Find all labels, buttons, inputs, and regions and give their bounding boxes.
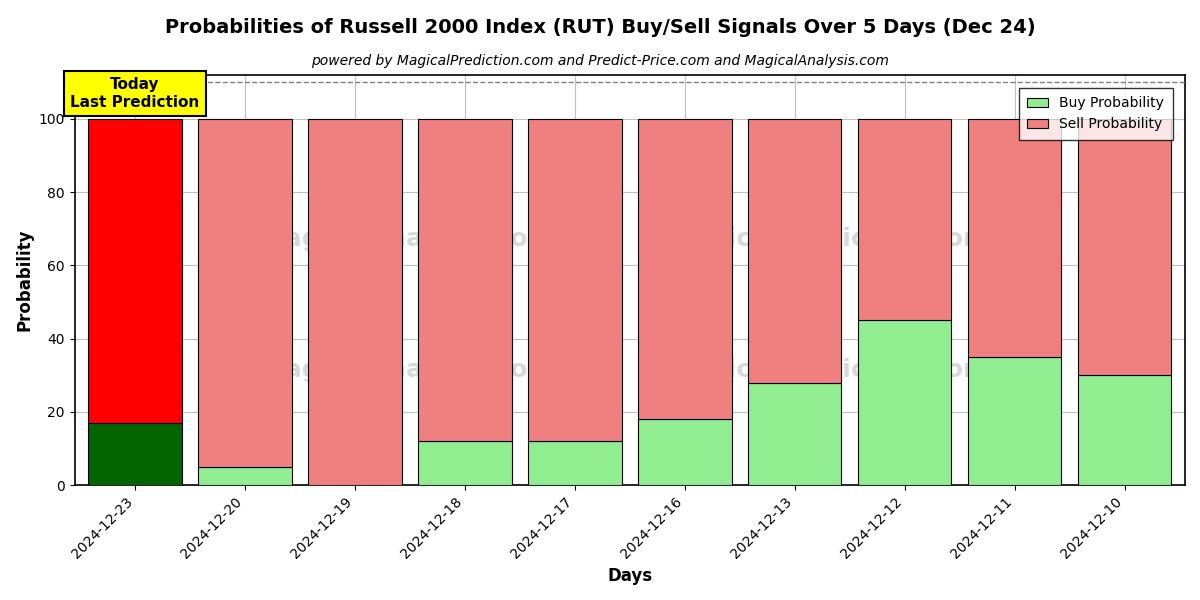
Bar (968, 119, 1061, 357)
Bar (419, 441, 511, 485)
Bar (419, 119, 511, 441)
Text: MagicalPrediction.com: MagicalPrediction.com (670, 227, 990, 251)
Bar (89, 423, 182, 485)
Text: Probabilities of Russell 2000 Index (RUT) Buy/Sell Signals Over 5 Days (Dec 24): Probabilities of Russell 2000 Index (RUT… (164, 18, 1036, 37)
Bar (858, 119, 952, 320)
Bar (198, 119, 292, 467)
Text: powered by MagicalPrediction.com and Predict-Price.com and MagicalAnalysis.com: powered by MagicalPrediction.com and Pre… (311, 54, 889, 68)
Text: MagicalPrediction.com: MagicalPrediction.com (670, 358, 990, 382)
Text: MagicalAnalysis.com: MagicalAnalysis.com (260, 358, 554, 382)
Bar (748, 119, 841, 383)
Bar (528, 119, 622, 441)
Bar (89, 119, 182, 423)
Legend: Buy Probability, Sell Probability: Buy Probability, Sell Probability (1019, 88, 1172, 140)
Bar (748, 383, 841, 485)
Bar (308, 119, 402, 485)
Text: Today
Last Prediction: Today Last Prediction (71, 77, 199, 110)
X-axis label: Days: Days (607, 567, 653, 585)
Bar (198, 467, 292, 485)
Bar (1078, 119, 1171, 375)
Bar (1078, 375, 1171, 485)
Text: MagicalAnalysis.com: MagicalAnalysis.com (260, 227, 554, 251)
Y-axis label: Probability: Probability (16, 229, 34, 331)
Bar (968, 357, 1061, 485)
Bar (638, 119, 732, 419)
Bar (858, 320, 952, 485)
Bar (638, 419, 732, 485)
Bar (528, 441, 622, 485)
